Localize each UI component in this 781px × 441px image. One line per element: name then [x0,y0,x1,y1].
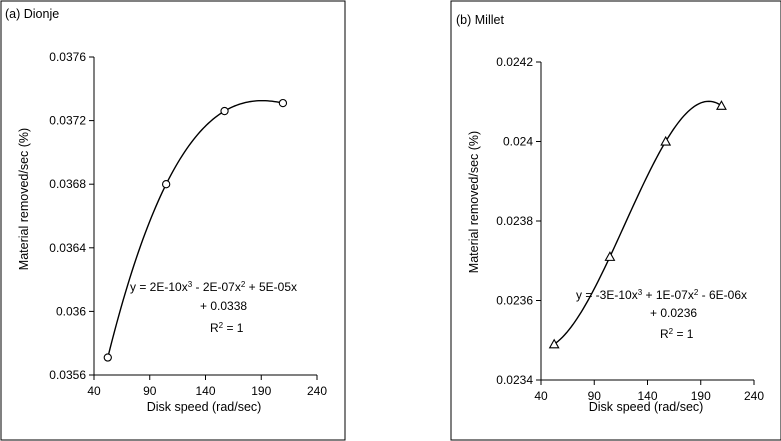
panel-b-frame [450,0,781,441]
panel-b-markers [548,100,727,349]
panel-a-y-axis-title: Material removed/sec (%) [17,128,31,270]
y-tick-label: 0.0242 [496,55,533,69]
panel-a-axes: 0.0356 0.036 0.0364 0.0368 0.0372 0.0376 40 90 1… [49,50,327,398]
data-point [716,100,727,110]
panel-a-markers [103,98,288,362]
panel-a-frame [0,0,346,441]
panel-a-trendline-path [107,99,284,358]
y-tick-label: 0.0356 [49,368,86,382]
data-point [162,180,171,189]
y-tick-label: 0.0238 [496,214,533,228]
panel-a-equation-line2: + 0.0338 [200,299,247,313]
x-tick-label: 40 [87,384,101,398]
panel-b-trendline [553,100,722,345]
x-tick-label: 140 [637,389,657,403]
y-tick-label: 0.0368 [49,177,86,191]
panel-a-dionje: (a) Dionje 0.0356 0.036 0.0364 0.0368 0.0372… [0,0,346,441]
data-point [103,353,112,362]
panel-b-r-squared: R2 = 1 [660,327,694,342]
x-tick-label: 190 [251,384,271,398]
y-tick-label: 0.0376 [49,50,86,64]
data-point [278,98,288,108]
panel-b-trendline-path [553,100,722,345]
data-point [660,135,672,146]
data-point [548,338,560,349]
x-tick-label: 190 [691,389,711,403]
panel-a-x-axis-title: Disk speed (rad/sec) [147,400,262,414]
y-tick-label: 0.0364 [49,241,86,255]
x-tick-label: 240 [744,389,764,403]
panel-a-r-squared: R2 = 1 [210,321,244,336]
data-point [220,106,229,116]
panel-a-equation-line1: y = 2E-10x3 - 2E-07x2 + 5E-05x [130,280,297,295]
y-tick-label: 0.0372 [49,114,86,128]
y-tick-label: 0.036 [56,304,86,318]
x-tick-label: 240 [307,384,327,398]
y-tick-label: 0.024 [503,135,533,149]
data-point [604,251,616,261]
panel-b-equation-line1: y = -3E-10x3 + 1E-07x2 - 6E-06x [576,288,747,303]
x-tick-label: 90 [143,384,157,398]
panel-b-title: (b) Millet [456,13,504,27]
x-tick-label: 40 [534,389,548,403]
y-tick-label: 0.0236 [496,294,533,308]
panel-b-x-axis-title: Disk speed (rad/sec) [589,400,704,414]
panel-b-y-axis-title: Material removed/sec (%) [467,131,481,273]
panel-b-axes: 0.0234 0.0236 0.0238 0.024 0.0242 40 90 140 190 2… [496,55,764,403]
x-tick-label: 90 [588,389,602,403]
panel-b-millet: (b) Millet 0.0234 0.0236 0.0238 0.024 0.0242… [450,0,781,441]
panel-b-equation-line2: + 0.0236 [650,306,697,320]
y-tick-label: 0.0234 [496,373,533,387]
panel-a-title: (a) Dionje [5,7,59,21]
x-tick-label: 140 [195,384,215,398]
panel-a-trendline [107,99,284,358]
